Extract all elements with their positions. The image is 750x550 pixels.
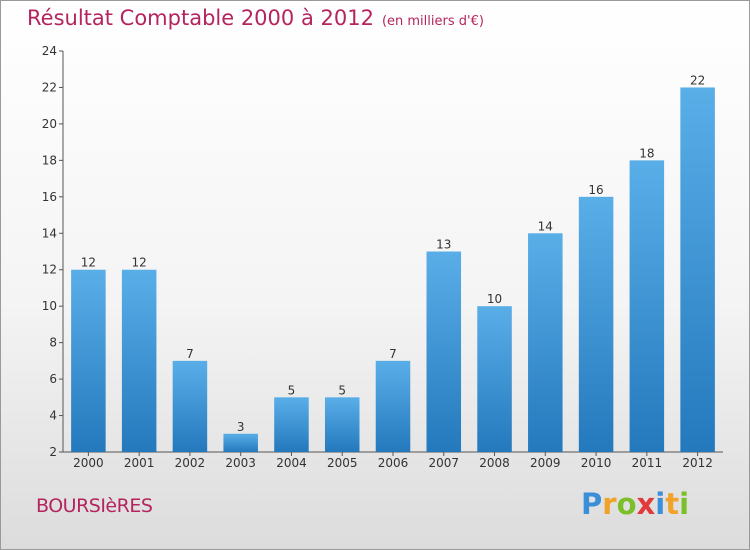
chart-title: Résultat Comptable 2000 à 2012 [27, 6, 374, 30]
data-label: 7 [186, 347, 194, 361]
x-tick-label: 2009 [530, 456, 561, 470]
y-tick-label: 12 [42, 263, 57, 277]
chart-subtitle: (en milliers d'€) [381, 14, 484, 29]
data-label: 5 [288, 383, 296, 397]
bar-2003 [223, 433, 258, 452]
bar-2009 [528, 233, 563, 452]
bar-2007 [426, 251, 462, 452]
commune-name: BOURSIèRES [36, 495, 153, 517]
bar-2000 [71, 269, 106, 452]
x-tick-label: 2007 [428, 456, 459, 470]
x-tick-label: 2011 [632, 456, 663, 470]
x-tick-label: 2005 [327, 456, 358, 470]
x-tick-label: 2001 [124, 456, 155, 470]
data-label: 12 [81, 256, 96, 270]
data-label: 14 [538, 219, 553, 233]
logo-letter: t [665, 487, 680, 521]
data-label: 7 [389, 347, 397, 361]
logo-letter: i [655, 487, 666, 521]
logo-letter: x [636, 487, 656, 521]
bar-2004 [274, 397, 309, 452]
x-tick-label: 2004 [276, 456, 307, 470]
data-label: 5 [338, 383, 346, 397]
y-tick-label: 18 [42, 153, 57, 167]
title-line: Résultat Comptable 2000 à 2012 (en millie… [27, 6, 484, 30]
x-tick-label: 2002 [175, 456, 206, 470]
y-tick-label: 8 [49, 336, 57, 350]
y-tick-label: 6 [49, 372, 57, 386]
data-label: 18 [639, 146, 654, 160]
bar-2010 [578, 196, 614, 452]
y-tick-label: 16 [42, 190, 57, 204]
y-tick-label: 10 [42, 299, 57, 313]
data-label: 10 [487, 292, 502, 306]
data-label: 3 [237, 420, 245, 434]
bar-2001 [121, 269, 157, 452]
bar-2005 [324, 397, 360, 452]
bar-2006 [375, 360, 411, 452]
logo-letter: o [616, 487, 637, 521]
logo-letter: i [679, 487, 690, 521]
y-tick-label: 4 [49, 409, 57, 423]
bar-2002 [172, 360, 208, 452]
x-tick-label: 2008 [479, 456, 510, 470]
data-label: 12 [132, 256, 147, 270]
y-tick-label: 2 [49, 445, 57, 459]
x-tick-label: 2000 [73, 456, 104, 470]
bar-2008 [477, 306, 512, 452]
x-tick-label: 2012 [682, 456, 713, 470]
y-tick-label: 22 [42, 80, 57, 94]
bar-2012 [680, 87, 715, 453]
x-tick-label: 2006 [378, 456, 409, 470]
logo-letter: r [602, 487, 617, 521]
proxiti-logo: Proxiti [581, 487, 689, 521]
x-tick-label: 2003 [225, 456, 256, 470]
x-tick-label: 2010 [581, 456, 612, 470]
data-label: 22 [690, 73, 705, 87]
bar-2011 [629, 160, 665, 452]
data-label: 13 [436, 238, 451, 252]
y-tick-label: 24 [42, 44, 57, 58]
y-tick-label: 14 [42, 226, 57, 240]
logo-letter: P [581, 487, 603, 521]
data-label: 16 [588, 183, 603, 197]
y-tick-label: 20 [42, 117, 57, 131]
